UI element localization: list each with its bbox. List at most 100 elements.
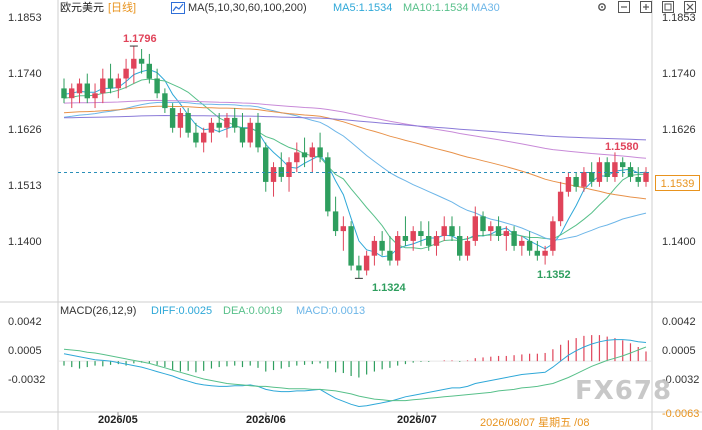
candle-body: [263, 147, 269, 182]
candle-body: [557, 191, 564, 222]
date-label: 2026/07: [397, 414, 437, 426]
candle-body: [216, 122, 222, 128]
macd-diff: DIFF:0.0025: [151, 305, 213, 317]
candle-body: [387, 250, 393, 261]
candle-body: [395, 236, 401, 261]
candle-body: [348, 226, 354, 266]
macd-tick-right: 0.0042: [662, 316, 696, 328]
crosshair-icon[interactable]: [684, 1, 696, 13]
macd-tick-left: 0.0005: [8, 345, 42, 357]
candle-body: [589, 172, 595, 182]
expand-icon[interactable]: [639, 1, 652, 13]
candle-body: [495, 226, 502, 236]
ma5-line: [63, 69, 647, 258]
macd-tick-right: -0.0032: [662, 374, 700, 386]
high-annotation: 1.1580: [605, 141, 639, 153]
candle-body: [340, 226, 346, 232]
candle-body: [309, 147, 315, 158]
settings-icon[interactable]: [596, 1, 608, 13]
macd-min-label: -0.0063: [662, 408, 700, 420]
candle-body: [426, 236, 432, 246]
candle-body: [457, 236, 463, 256]
candle-body: [270, 167, 277, 182]
candle-body: [332, 211, 339, 232]
candle-body: [301, 152, 308, 158]
watermark-logo: FX678: [575, 376, 673, 406]
candle-body: [107, 78, 114, 89]
cursor-date: 2026/08/07 星期五 /08: [480, 417, 590, 429]
chart-header: 欧元美元 [日线] MA(5,10,30,60,100,200) MA5:1.1…: [0, 0, 702, 16]
macd-tick-left: 0.0042: [8, 316, 42, 328]
price-tick-left: 1.1400: [8, 236, 42, 248]
candle-body: [480, 216, 486, 232]
collapse-icon[interactable]: [617, 1, 630, 13]
candle-body: [635, 177, 641, 182]
price-tick-left: 1.1513: [8, 180, 42, 192]
candle-body: [472, 216, 478, 241]
ma60-line: [63, 105, 647, 200]
candle-body: [643, 172, 649, 182]
candle-body: [169, 108, 176, 128]
candle-body: [620, 162, 626, 168]
macd-tick-left: -0.0032: [8, 374, 46, 386]
low-annotation: 1.1324: [372, 282, 406, 294]
candle-body: [247, 122, 253, 143]
candle-body: [92, 93, 98, 99]
period-selector[interactable]: [日线]: [108, 2, 137, 14]
current-price-tag: 1.1539: [655, 175, 700, 191]
candle-body: [612, 162, 618, 177]
date-label: 2026/06: [246, 414, 286, 426]
candle-body: [379, 240, 385, 251]
candle-body: [534, 250, 540, 256]
macd-title[interactable]: MACD(26,12,9): [60, 305, 137, 317]
candle-body: [418, 231, 424, 236]
candle-body: [581, 172, 587, 187]
instrument-title[interactable]: 欧元美元: [60, 2, 104, 14]
candle-body: [604, 162, 610, 177]
candle-body: [441, 226, 447, 236]
ma100-line: [63, 99, 647, 159]
candle-body: [146, 63, 152, 79]
candle-body: [61, 88, 67, 99]
toolbar-icons: [589, 1, 696, 17]
macd-value: MACD:0.0013: [296, 305, 366, 317]
price-tick-left: 1.1853: [8, 12, 42, 24]
indicator-icon[interactable]: [171, 2, 185, 14]
candle-body: [123, 68, 129, 79]
candle-body: [542, 250, 548, 256]
candle-body: [131, 58, 137, 69]
ma10-value: MA10:1.1534: [403, 2, 469, 14]
candle-body: [464, 240, 471, 256]
candle-body: [185, 113, 191, 133]
price-tick-left: 1.1626: [8, 124, 42, 136]
candle-body: [177, 113, 184, 128]
low-annotation: 1.1352: [537, 269, 571, 281]
ma-params[interactable]: MA(5,10,30,60,100,200): [188, 2, 307, 14]
ma30-value: MA30: [471, 2, 500, 14]
candle-body: [138, 58, 145, 64]
candle-body: [100, 78, 106, 94]
candle-body: [239, 127, 246, 143]
candle-body: [115, 78, 121, 89]
ma5-value: MA5:1.1534: [333, 2, 393, 14]
candle-body: [573, 177, 579, 187]
macd-diff-line: [63, 339, 647, 408]
candle-body: [201, 132, 207, 143]
price-tick-left: 1.1740: [8, 68, 42, 80]
candle-body: [317, 147, 323, 158]
candle-body: [511, 231, 517, 246]
ma10-line: [63, 78, 647, 250]
candle-body: [278, 167, 284, 177]
ma200-line: [63, 114, 647, 141]
candle-body: [356, 265, 362, 271]
candle-body: [526, 240, 533, 251]
candle-body: [255, 122, 261, 148]
candle-body: [627, 167, 634, 177]
candle-body: [488, 226, 494, 232]
macd-dea-line: [63, 346, 647, 402]
candle-body: [449, 226, 455, 236]
candle-body: [76, 83, 83, 94]
macd-tick-right: 0.0005: [662, 345, 696, 357]
candle-body: [84, 83, 90, 99]
